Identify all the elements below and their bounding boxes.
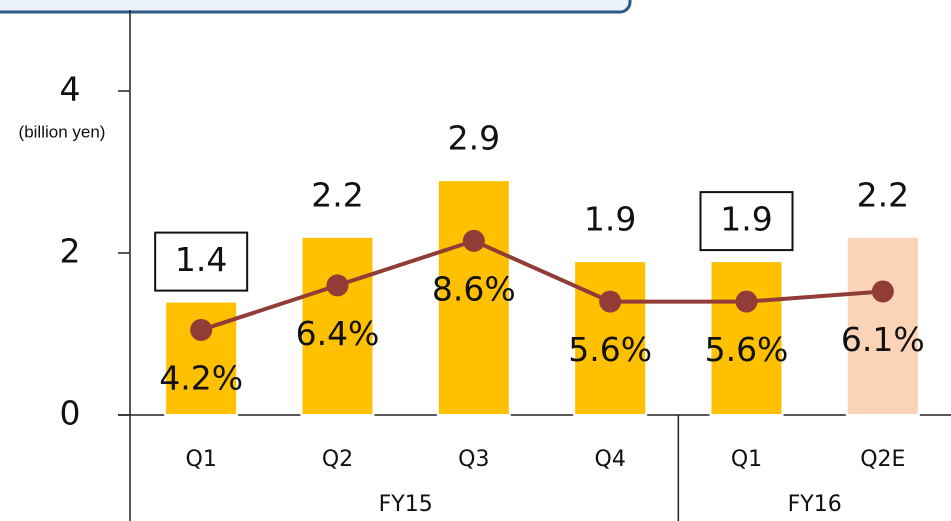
line-point bbox=[462, 229, 485, 252]
x-tick-label: Q1 bbox=[186, 447, 217, 472]
line-point bbox=[871, 280, 894, 303]
line-point bbox=[326, 274, 349, 297]
label-box bbox=[699, 191, 794, 252]
x-tick-label: Q3 bbox=[458, 447, 489, 472]
bar bbox=[300, 235, 375, 416]
header-banner bbox=[0, 0, 632, 14]
x-tick-label: Q2 bbox=[322, 447, 353, 472]
bar-value-label: 2.9 bbox=[448, 119, 500, 158]
line-point bbox=[190, 318, 213, 341]
label-box bbox=[154, 231, 249, 292]
y-tick-label: 0 bbox=[60, 394, 81, 433]
bar-value-label: 1.9 bbox=[720, 200, 772, 239]
line-point bbox=[599, 290, 622, 313]
line-value-label: 6.4% bbox=[296, 314, 380, 353]
line-value-label: 4.2% bbox=[159, 358, 243, 397]
x-tick-label: Q1 bbox=[731, 447, 762, 472]
line bbox=[200, 238, 883, 332]
line-value-label: 8.6% bbox=[432, 269, 516, 308]
bar-value-label: 1.4 bbox=[175, 240, 227, 279]
bar bbox=[573, 260, 648, 416]
line-value-label: 5.6% bbox=[705, 330, 789, 369]
y-tick-label: 4 bbox=[60, 70, 81, 109]
bar-value-label: 2.2 bbox=[857, 175, 909, 214]
line-value-label: 6.1% bbox=[841, 320, 925, 359]
line-point bbox=[735, 290, 758, 313]
group-label: FY16 bbox=[788, 492, 842, 517]
line-value-label: 5.6% bbox=[568, 330, 652, 369]
bar-value-label: 1.9 bbox=[584, 200, 636, 239]
x-tick-label: Q2E bbox=[860, 447, 905, 472]
y-tick-label: 2 bbox=[60, 232, 81, 271]
y-axis-label: (billion yen) bbox=[19, 122, 106, 141]
x-tick-label: Q4 bbox=[595, 447, 626, 472]
bar bbox=[709, 260, 784, 416]
bar bbox=[436, 179, 511, 416]
bar-value-label: 2.2 bbox=[311, 175, 363, 214]
group-label: FY15 bbox=[379, 492, 433, 517]
bar bbox=[845, 235, 920, 416]
